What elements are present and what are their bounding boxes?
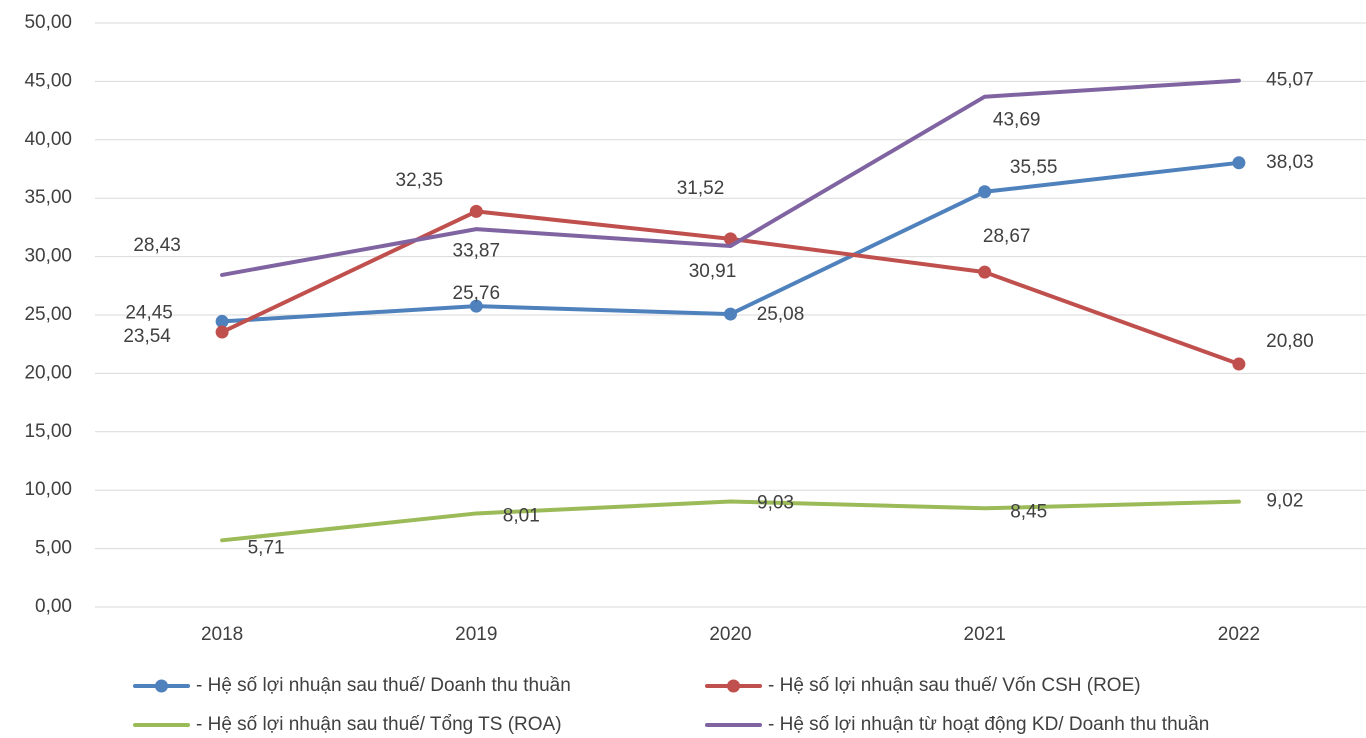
data-label: 28,43 [133, 235, 181, 256]
data-label: 8,45 [1010, 501, 1047, 522]
y-tick-label: 0,00 [35, 596, 72, 617]
y-tick-label: 5,00 [35, 538, 72, 559]
data-label: 32,35 [396, 170, 444, 191]
y-tick-label: 45,00 [24, 70, 72, 91]
data-label: 20,80 [1266, 331, 1314, 352]
data-label: 43,69 [993, 110, 1041, 131]
data-label: 28,67 [983, 226, 1031, 247]
legend-marker [727, 679, 740, 693]
marker [469, 299, 483, 313]
marker [215, 325, 229, 339]
y-tick-label: 15,00 [24, 421, 72, 442]
x-tick-label: 2021 [964, 624, 1006, 645]
legend-label: - Hệ số lợi nhuận sau thuế/ Doanh thu th… [196, 675, 571, 696]
x-tick-label: 2019 [455, 624, 497, 645]
x-tick-label: 2020 [709, 624, 751, 645]
y-tick-label: 10,00 [24, 479, 72, 500]
data-label: 8,01 [503, 505, 540, 526]
data-label: 24,45 [125, 302, 173, 323]
data-label: 30,91 [689, 261, 737, 282]
data-label: 45,07 [1266, 70, 1314, 91]
y-tick-label: 35,00 [24, 187, 72, 208]
data-label: 9,02 [1266, 491, 1303, 512]
data-label: 25,76 [453, 283, 501, 304]
data-label: 9,03 [757, 493, 794, 514]
data-label: 25,08 [757, 304, 805, 325]
data-label: 5,71 [248, 537, 285, 558]
x-tick-label: 2022 [1218, 624, 1260, 645]
marker [1232, 357, 1246, 371]
data-label: 35,55 [1010, 157, 1058, 178]
x-tick-label: 2018 [201, 624, 243, 645]
marker [215, 314, 229, 328]
legend-label: - Hệ số lợi nhuận sau thuế/ Vốn CSH (ROE… [768, 675, 1141, 696]
legend-marker [155, 679, 168, 693]
data-label: 33,87 [453, 240, 501, 261]
marker [1232, 156, 1246, 170]
marker [724, 307, 737, 321]
marker [469, 204, 483, 218]
data-label: 31,52 [677, 178, 725, 199]
y-tick-label: 40,00 [24, 129, 72, 150]
y-tick-label: 30,00 [24, 246, 72, 267]
series-line [220, 78, 1241, 277]
y-tick-label: 20,00 [24, 362, 72, 383]
y-tick-label: 25,00 [24, 304, 72, 325]
legend-label: - Hệ số lợi nhuận từ hoạt động KD/ Doanh… [768, 714, 1209, 735]
marker [978, 185, 992, 199]
legend-label: - Hệ số lợi nhuận sau thuế/ Tổng TS (ROA… [196, 714, 562, 735]
data-label: 23,54 [123, 326, 171, 347]
y-tick-label: 50,00 [24, 12, 72, 33]
marker [978, 265, 992, 279]
data-label: 38,03 [1266, 152, 1314, 173]
series-line [220, 499, 1241, 543]
